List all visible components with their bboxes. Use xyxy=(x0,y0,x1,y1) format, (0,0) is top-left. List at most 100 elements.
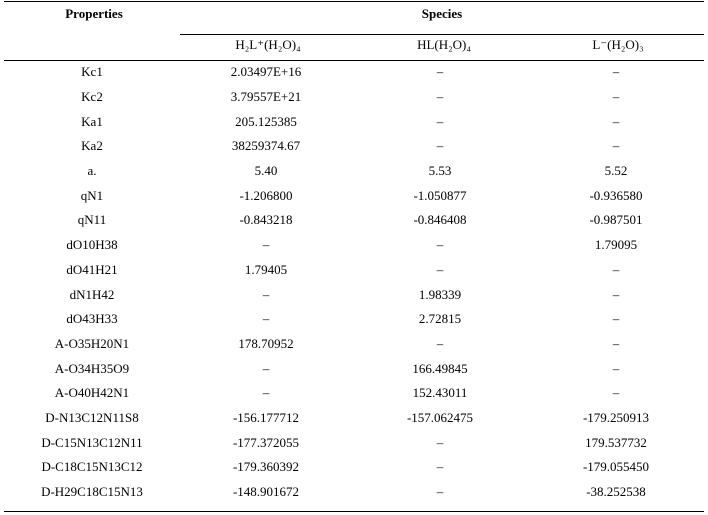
value-cell: – xyxy=(436,335,444,351)
value-cell: – xyxy=(612,360,620,376)
table-row: qN11 -0.843218 -0.846408 -0.987501 xyxy=(4,208,704,233)
column-header-h2l: H₂L⁺(H₂O)₄ xyxy=(235,37,301,52)
value-cell: – xyxy=(612,261,620,277)
value-cell: – xyxy=(262,311,270,327)
value-cell: -148.901672 xyxy=(232,484,300,500)
value-cell: 5.52 xyxy=(604,163,628,179)
value-cell: – xyxy=(612,138,620,154)
value-cell: -0.987501 xyxy=(589,212,643,228)
value-cell: – xyxy=(612,113,620,129)
value-cell: – xyxy=(262,360,270,376)
value-cell: -157.062475 xyxy=(406,409,474,425)
table-row: A-O34H35O9 – 166.49845 – xyxy=(4,356,704,381)
value-cell: -1.206800 xyxy=(239,187,293,203)
value-cell: -38.252538 xyxy=(586,484,646,500)
table-row: Ka2 38259374.67 – – xyxy=(4,134,704,159)
value-cell: -0.936580 xyxy=(589,187,643,203)
bottom-rule xyxy=(4,511,704,512)
value-cell: – xyxy=(612,335,620,351)
value-cell: – xyxy=(436,484,444,500)
value-cell: – xyxy=(436,237,444,253)
property-cell: A-O34H35O9 xyxy=(54,360,130,376)
value-cell: – xyxy=(612,89,620,105)
value-cell: – xyxy=(436,113,444,129)
header-rule xyxy=(4,60,704,61)
value-cell: 179.537732 xyxy=(585,434,647,450)
property-cell: dO43H33 xyxy=(66,311,118,327)
value-cell: – xyxy=(612,311,620,327)
table-row: qN1 -1.206800 -1.050877 -0.936580 xyxy=(4,183,704,208)
table-row: D-C15N13C12N11 -177.372055 – 179.537732 xyxy=(4,430,704,455)
value-cell: -1.050877 xyxy=(413,187,467,203)
column-header-hl: HL(H₂O)₄ xyxy=(417,37,471,52)
value-cell: 178.70952 xyxy=(238,335,294,351)
header-properties: Properties xyxy=(65,6,123,21)
table-row: dO41H21 1.79405 – – xyxy=(4,258,704,283)
value-cell: – xyxy=(436,261,444,277)
header-species: Species xyxy=(421,6,463,21)
table-row: D-H29C18C15N13 -148.901672 – -38.252538 xyxy=(4,480,704,505)
table-row: dO43H33 – 2.72815 – xyxy=(4,307,704,332)
species-rule xyxy=(180,34,704,35)
table-row: D-N13C12N11S8 -156.177712 -157.062475 -179.… xyxy=(4,406,704,431)
table-body: Kc1 2.03497E+16 – – Kc2 3.79557E+21 – – Ka1 205.1… xyxy=(4,60,704,504)
property-cell: A-O40H42N1 xyxy=(54,385,130,401)
value-cell: – xyxy=(436,138,444,154)
value-cell: -0.843218 xyxy=(239,212,293,228)
value-cell: -156.177712 xyxy=(232,409,300,425)
value-cell: – xyxy=(612,64,620,80)
value-cell: 1.79095 xyxy=(594,237,638,253)
property-cell: Kc2 xyxy=(81,89,103,105)
value-cell: – xyxy=(262,286,270,302)
property-cell: D-C15N13C12N11 xyxy=(41,434,143,450)
value-cell: 2.72815 xyxy=(418,311,462,327)
table-row: A-O40H42N1 – 152.43011 – xyxy=(4,381,704,406)
property-cell: dO10H38 xyxy=(66,237,118,253)
property-cell: Kc1 xyxy=(81,64,103,80)
value-cell: 205.125385 xyxy=(235,113,297,129)
column-header-l: L⁻(H₂O)₃ xyxy=(592,37,644,52)
table-row: D-C18C15N13C12 -179.360392 – -179.055450 xyxy=(4,455,704,480)
value-cell: – xyxy=(436,89,444,105)
property-cell: qN11 xyxy=(77,212,107,228)
value-cell: 38259374.67 xyxy=(231,138,301,154)
value-cell: -0.846408 xyxy=(413,212,467,228)
value-cell: – xyxy=(262,385,270,401)
value-cell: 152.43011 xyxy=(412,385,468,401)
value-cell: 5.53 xyxy=(428,163,452,179)
table-row: A-O35H20N1 178.70952 – – xyxy=(4,332,704,357)
value-cell: -179.250913 xyxy=(582,409,650,425)
value-cell: 3.79557E+21 xyxy=(230,89,302,105)
value-cell: -177.372055 xyxy=(232,434,300,450)
value-cell: – xyxy=(436,459,444,475)
table-row: Kc1 2.03497E+16 – – xyxy=(4,60,704,85)
top-rule xyxy=(4,1,704,2)
property-cell: D-C18C15N13C12 xyxy=(41,459,143,475)
value-cell: – xyxy=(436,64,444,80)
value-cell: – xyxy=(262,237,270,253)
property-cell: A-O35H20N1 xyxy=(54,335,130,351)
table-row: Ka1 205.125385 – – xyxy=(4,109,704,134)
property-cell: Ka1 xyxy=(81,113,103,129)
value-cell: 5.40 xyxy=(254,163,278,179)
property-cell: D-H29C18C15N13 xyxy=(41,484,143,500)
property-cell: dO41H21 xyxy=(66,261,118,277)
property-cell: Ka2 xyxy=(81,138,103,154)
table-row: dO10H38 – – 1.79095 xyxy=(4,233,704,258)
table-row: Kc2 3.79557E+21 – – xyxy=(4,85,704,110)
value-cell: – xyxy=(436,434,444,450)
table-row: dN1H42 – 1.98339 – xyxy=(4,282,704,307)
property-cell: a. xyxy=(87,163,97,179)
value-cell: 166.49845 xyxy=(412,360,468,376)
value-cell: -179.055450 xyxy=(582,459,650,475)
property-cell: dN1H42 xyxy=(69,286,115,302)
table-row: a. 5.40 5.53 5.52 xyxy=(4,159,704,184)
value-cell: – xyxy=(612,385,620,401)
value-cell: 1.98339 xyxy=(418,286,462,302)
value-cell: 2.03497E+16 xyxy=(230,64,302,80)
value-cell: -179.360392 xyxy=(232,459,300,475)
value-cell: 1.79405 xyxy=(244,261,288,277)
property-cell: qN1 xyxy=(80,187,104,203)
property-cell: D-N13C12N11S8 xyxy=(45,409,139,425)
